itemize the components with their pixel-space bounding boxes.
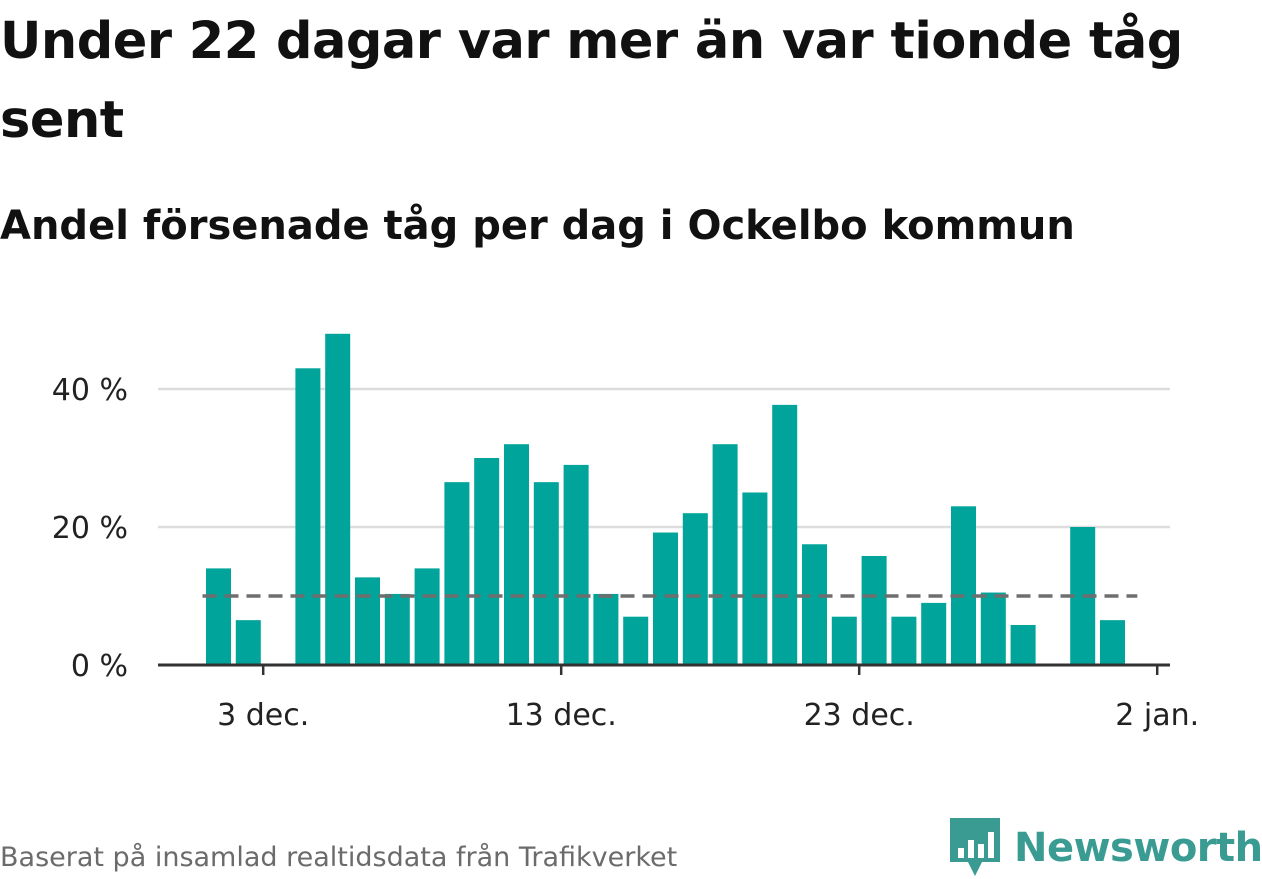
bar-2023-12-02	[235, 620, 261, 665]
bar-2023-12-04	[295, 368, 321, 665]
bar-2023-12-31	[1100, 620, 1125, 665]
bar-2023-12-17	[682, 513, 708, 665]
bar-2023-12-21	[802, 544, 827, 665]
y-axis-labels: 0 % 20 % 40 %	[52, 373, 128, 684]
bar-2023-12-08	[414, 568, 440, 665]
bar-2023-12-28	[1010, 624, 1036, 665]
bar-2023-12-06	[355, 577, 380, 665]
bar-2023-12-27	[980, 592, 1006, 665]
bar-2023-12-20	[772, 404, 798, 665]
y-tick-label: 40 %	[52, 373, 128, 408]
bar-2023-12-18	[712, 444, 738, 665]
bar-2023-12-13	[563, 464, 589, 665]
newsworthy-logo: Newsworthy	[950, 818, 1262, 878]
x-axis	[158, 663, 1170, 675]
bar-2023-12-14	[593, 593, 619, 665]
bar-2023-12-12	[533, 482, 559, 665]
bar-2023-12-22	[831, 616, 857, 665]
y-tick-label: 20 %	[52, 511, 128, 546]
bar-2023-12-15	[623, 616, 649, 665]
bar-2023-12-05	[325, 333, 351, 665]
source-note: Baserat på insamlad realtidsdata från Tr…	[0, 842, 678, 873]
y-tick-label: 0 %	[71, 649, 128, 684]
bar-2023-12-10	[474, 458, 500, 665]
x-tick-label: 23 dec.	[804, 698, 915, 733]
bar-2023-12-01	[206, 568, 231, 665]
bar-2023-12-16	[653, 532, 678, 665]
bar-2023-12-09	[444, 482, 470, 665]
bar-2023-12-19	[742, 492, 768, 665]
chart-subtitle: Andel försenade tåg per dag i Ockelbo ko…	[0, 203, 1075, 249]
chart-title: Under 22 dagar var mer än var tionde tåg…	[0, 12, 1183, 150]
x-tick-label: 13 dec.	[506, 698, 617, 733]
x-axis-labels: 3 dec. 13 dec. 23 dec. 2 jan.	[217, 698, 1199, 733]
brand-name: Newsworthy	[1014, 825, 1262, 871]
bar-chart-speech-bubble-icon	[950, 818, 1000, 876]
x-tick-label: 3 dec.	[217, 698, 309, 733]
bar-2023-12-25	[921, 602, 947, 665]
bars	[206, 333, 1125, 665]
bar-2023-12-24	[891, 616, 917, 665]
bar-2023-12-26	[951, 506, 976, 665]
bar-2023-12-11	[504, 444, 529, 665]
bar-2023-12-07	[384, 593, 410, 665]
x-tick-label: 2 jan.	[1115, 698, 1199, 733]
bar-2023-12-23	[861, 555, 887, 665]
